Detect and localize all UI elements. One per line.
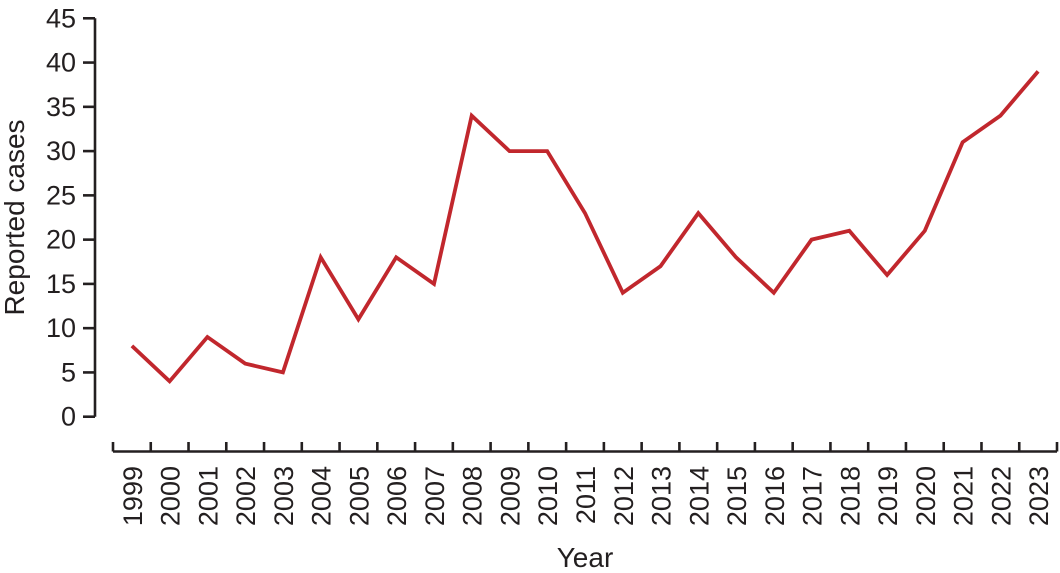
x-tick-label: 2015: [722, 466, 752, 526]
x-tick-label: 2021: [949, 466, 979, 526]
y-tick-label: 20: [46, 225, 76, 255]
y-tick-label: 10: [46, 313, 76, 343]
x-axis-title: Year: [557, 542, 614, 573]
y-tick-label: 0: [61, 402, 76, 432]
x-tick-label: 2010: [533, 466, 563, 526]
x-tick-label: 2002: [231, 466, 261, 526]
x-tick-label: 2001: [193, 466, 223, 526]
cases-line: [130, 70, 1040, 385]
x-tick-label: 2012: [609, 466, 639, 526]
x-tick-label: 2000: [156, 466, 186, 526]
x-tick-label: 2017: [798, 466, 828, 526]
x-axis: 1999 2000 2001 2002 2003 2004 2005 2006 2007 2008…: [111, 442, 1059, 526]
x-tick-label: 2019: [873, 466, 903, 526]
x-tick-label: 2004: [307, 466, 337, 526]
x-tick-label: 2020: [911, 466, 941, 526]
x-tick-label: 2018: [835, 466, 865, 526]
y-axis-title: Reported cases: [0, 119, 30, 315]
y-tick-label: 35: [46, 92, 76, 122]
y-tick-label: 25: [46, 180, 76, 210]
y-tick-label: 5: [61, 357, 76, 387]
x-tick-label: 2014: [684, 466, 714, 526]
x-tick-label: 2013: [647, 466, 677, 526]
x-tick-label: 2023: [1024, 466, 1054, 526]
y-axis: 0 5 10 15 20 25 30 35 40 45: [46, 3, 97, 432]
x-tick-label: 2011: [571, 466, 601, 524]
y-tick-label: 45: [46, 3, 76, 33]
x-tick-label: 2016: [760, 466, 790, 526]
x-tick-label: 2005: [344, 466, 374, 526]
x-tick-label: 2008: [458, 466, 488, 526]
x-tick-label: 2006: [382, 466, 412, 526]
data-series: [130, 70, 1040, 385]
x-tick-label: 2007: [420, 466, 450, 526]
x-tick-label: 2003: [269, 466, 299, 526]
y-tick-label: 15: [46, 269, 76, 299]
y-tick-label: 40: [46, 48, 76, 78]
x-tick-label: 1999: [118, 466, 148, 526]
x-tick-label: 2009: [495, 466, 525, 526]
y-tick-label: 30: [46, 136, 76, 166]
x-tick-label: 2022: [986, 466, 1016, 526]
